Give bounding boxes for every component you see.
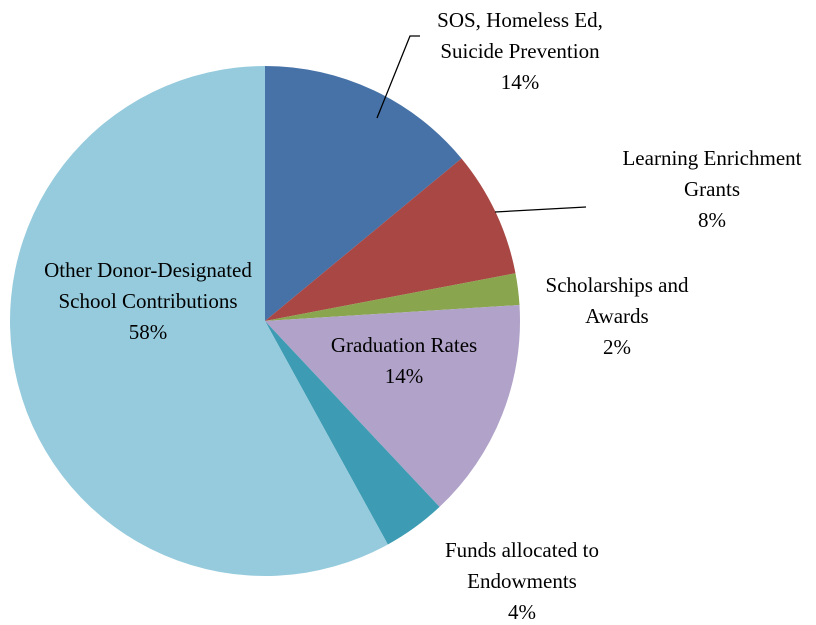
slice-label: Learning Enrichment Grants 8%	[602, 143, 816, 236]
pie-slice	[265, 66, 462, 321]
category-label: Learning Enrichment Grants	[622, 146, 802, 201]
slice-label: Scholarships and Awards 2%	[537, 270, 697, 363]
category-label: Funds allocated to Endowments	[445, 538, 599, 593]
slice-label: Graduation Rates 14%	[294, 330, 514, 392]
value-label: 2%	[603, 335, 631, 359]
pie-slice	[265, 321, 440, 545]
category-label: SOS, Homeless Ed, Suicide Prevention	[437, 8, 603, 63]
pie-slice	[265, 158, 516, 321]
pie-slice	[10, 66, 388, 576]
value-label: 4%	[508, 600, 536, 624]
leader-line	[494, 206, 587, 213]
value-label: 14%	[500, 70, 540, 94]
pie-slice	[265, 273, 520, 321]
slice-label: Other Donor-Designated School Contributi…	[33, 255, 263, 348]
slice-label: SOS, Homeless Ed, Suicide Prevention 14%	[405, 5, 635, 98]
slice-label: Funds allocated to Endowments 4%	[402, 535, 642, 625]
leader-line	[376, 35, 420, 119]
pie-slice	[265, 304, 520, 507]
category-label: Other Donor-Designated School Contributi…	[44, 258, 252, 313]
category-label: Graduation Rates	[330, 333, 478, 357]
value-label: 58%	[128, 320, 168, 344]
value-label: 8%	[698, 208, 726, 232]
category-label: Scholarships and Awards	[545, 273, 689, 328]
value-label: 14%	[384, 364, 424, 388]
